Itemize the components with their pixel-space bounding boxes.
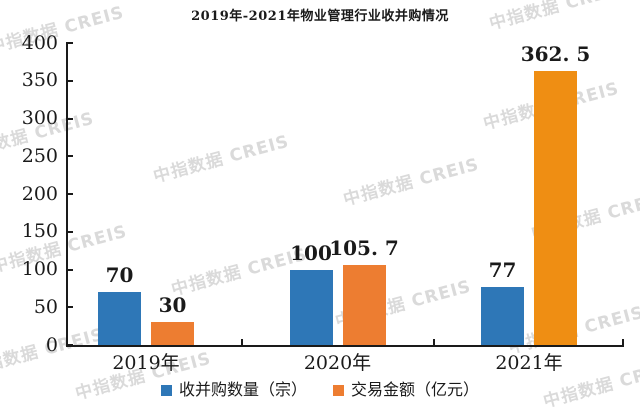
y-axis-tick-label: 250 — [21, 144, 58, 167]
watermark-text: 中指数据 CREIS — [341, 154, 482, 211]
y-axis-tick — [66, 344, 73, 346]
y-axis-tick-label: 150 — [21, 220, 58, 243]
y-axis-tick — [66, 117, 73, 120]
legend-item-amount: 交易金额（亿元） — [333, 381, 479, 399]
legend-swatch-amount — [333, 384, 344, 396]
bar-2021年-amount — [534, 71, 577, 345]
bar-2019年-count — [98, 292, 141, 345]
bar-value-label: 105. 7 — [329, 236, 399, 261]
y-axis-tick — [66, 268, 73, 271]
x-axis-category-label: 2020年 — [303, 352, 372, 374]
x-axis-category-label: 2021年 — [495, 352, 563, 374]
x-axis-tick — [241, 339, 243, 345]
bar-value-label: 30 — [158, 293, 187, 318]
legend: 收并购数量（宗） 交易金额（亿元） — [0, 381, 640, 399]
y-axis-tick-label: 50 — [33, 295, 58, 318]
legend-label-amount: 交易金额（亿元） — [351, 380, 480, 399]
y-axis-tick-label: 100 — [21, 258, 58, 280]
y-axis-tick-label: 400 — [21, 31, 58, 54]
y-axis-tick-label: 300 — [21, 107, 58, 129]
y-axis-tick — [66, 230, 73, 233]
bar-value-label: 100 — [290, 240, 332, 265]
x-axis-tick — [622, 339, 624, 345]
y-axis-tick-label: 0 — [45, 333, 58, 356]
watermark-text: 中指数据 CREIS — [151, 131, 292, 188]
x-axis-category-label: 2019年 — [112, 352, 180, 374]
bar-2020年-count — [289, 269, 333, 345]
legend-label-count: 收并购数量（宗） — [178, 380, 307, 399]
y-axis-tick — [66, 155, 73, 158]
y-axis-tick-label: 200 — [21, 182, 58, 205]
x-axis-line — [66, 345, 624, 347]
bar-2021年-count — [481, 286, 524, 345]
legend-item-count: 收并购数量（宗） — [160, 380, 307, 399]
bar-2020年-amount — [342, 265, 386, 345]
bar-value-label: 77 — [488, 257, 517, 282]
y-axis-tick — [66, 306, 73, 309]
bar-value-label: 70 — [105, 263, 134, 288]
y-axis-tick-label: 350 — [21, 69, 58, 92]
y-axis-tick — [66, 42, 73, 44]
bar-value-label: 362. 5 — [520, 42, 591, 67]
bar-2019年-amount — [151, 322, 194, 345]
x-axis-tick — [433, 339, 435, 345]
y-axis-tick — [66, 79, 73, 82]
y-axis-tick — [66, 193, 73, 195]
legend-swatch-count — [160, 384, 172, 396]
chart-title: 2019年-2021年物业管理行业收并购情况 — [191, 9, 449, 24]
